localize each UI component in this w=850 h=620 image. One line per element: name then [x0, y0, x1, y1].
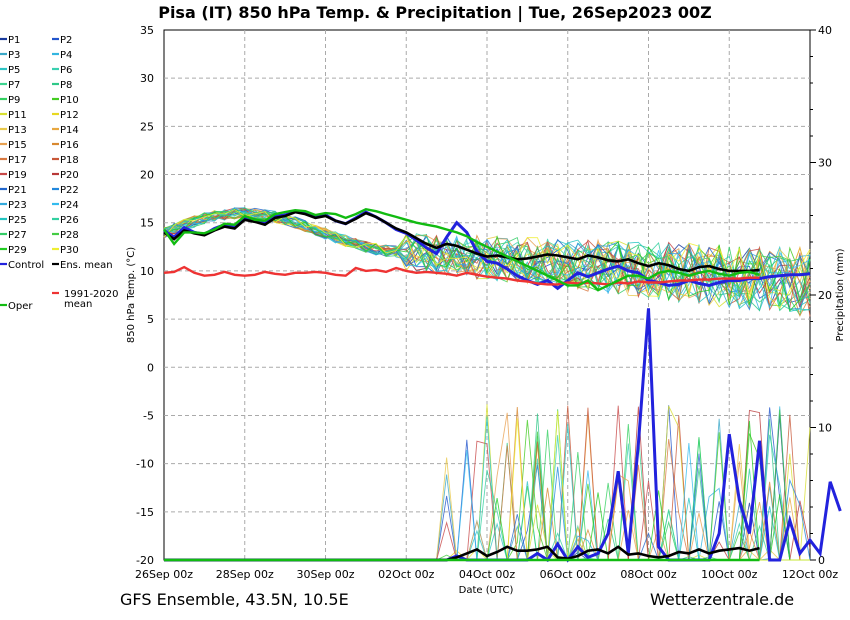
y2-axis-label: Precipitation (mm): [835, 248, 846, 341]
legend-entry: P4: [60, 50, 72, 61]
y-axis-label: 850 hPa Temp. (°C): [126, 247, 137, 343]
series-temp-line: [163, 210, 760, 273]
y-tick-label: 0: [147, 361, 154, 374]
y-tick-label: 25: [140, 120, 154, 133]
legend-entry: P21: [8, 185, 27, 196]
member-temp-line: [163, 207, 811, 309]
x-axis-ticks: 26Sep 00z 28Sep 00z 30Sep 00z 02Oct 00z 04Oc…: [135, 568, 838, 581]
legend-entry: P7: [8, 80, 20, 91]
series-temp-line: [163, 207, 760, 292]
legend-entry: P1: [8, 35, 20, 46]
y2-tick-label: 40: [818, 24, 832, 37]
y-tick-label: 5: [147, 313, 154, 326]
y2-tick-label: 10: [818, 422, 832, 435]
legend-entry: P19: [8, 170, 27, 181]
x-tick-label: 28Sep 00z: [216, 568, 274, 581]
legend-entry: P18: [60, 155, 79, 166]
legend-entry: P30: [60, 245, 79, 256]
legend-entry: P17: [8, 155, 27, 166]
legend: P1 P2 P3 P4 P5 P6 P7 P8 P9 P10 P11 P12 P13 P14 P15 P16 P…: [0, 35, 119, 312]
legend-entry: P10: [60, 95, 79, 106]
x-tick-label: 08Oct 00z: [620, 568, 677, 581]
y2-axis-ticks: 40 30 20 10 0: [810, 24, 832, 567]
y-tick-label: -15: [136, 506, 154, 519]
legend-entry: Control: [8, 260, 44, 271]
x-tick-label: 12Oct 00z: [782, 568, 839, 581]
legend-entry: P24: [60, 200, 79, 211]
member-temp-line: [163, 212, 811, 304]
y-tick-label: 15: [140, 217, 154, 230]
legend-entry: Ens. mean: [60, 260, 113, 271]
x-tick-label: 06Oct 00z: [540, 568, 597, 581]
legend-entry: P11: [8, 110, 27, 121]
legend-entry: P16: [60, 140, 79, 151]
x-tick-label: 10Oct 00z: [701, 568, 758, 581]
y-tick-label: -20: [136, 554, 154, 567]
x-tick-label: 30Sep 00z: [297, 568, 355, 581]
y2-tick-label: 20: [818, 289, 832, 302]
footer-model: GFS Ensemble, 43.5N, 10.5E: [120, 590, 349, 609]
legend-entry: P2: [60, 35, 72, 46]
member-temp-line: [163, 210, 811, 312]
x-axis-label: Date (UTC): [459, 585, 514, 596]
y-tick-label: -10: [136, 458, 154, 471]
highlighted-series: [163, 207, 842, 563]
x-tick-label: 02Oct 00z: [378, 568, 435, 581]
legend-entry: P22: [60, 185, 79, 196]
legend-entry: P9: [8, 95, 20, 106]
series-temp-line: [163, 265, 760, 286]
y-tick-label: 20: [140, 169, 154, 182]
legend-entry: P8: [60, 80, 72, 91]
y-axis-ticks: 35 30 25 20 15 10 5 0 -5 -10 -15 -20: [136, 24, 154, 567]
legend-entry: P25: [8, 215, 27, 226]
y2-tick-label: 30: [818, 157, 832, 170]
x-tick-label: 26Sep 00z: [135, 568, 193, 581]
y-tick-label: 35: [140, 24, 154, 37]
legend-entry: P29: [8, 245, 27, 256]
legend-entry: P20: [60, 170, 79, 181]
legend-entry: P3: [8, 50, 20, 61]
legend-entry: Oper: [8, 301, 33, 312]
grid: [164, 30, 810, 560]
y2-tick-label: 0: [818, 554, 825, 567]
chart-title: Pisa (IT) 850 hPa Temp. & Precipitation …: [158, 3, 712, 23]
legend-entry: P23: [8, 200, 27, 211]
y-tick-label: -5: [143, 409, 154, 422]
y-tick-label: 10: [140, 265, 154, 278]
legend-entry: P6: [60, 65, 72, 76]
y-tick-label: 30: [140, 72, 154, 85]
legend-entry: P12: [60, 110, 79, 121]
legend-entry: P26: [60, 215, 79, 226]
x-tick-label: 04Oct 00z: [459, 568, 516, 581]
legend-entry: P15: [8, 140, 27, 151]
legend-entry: P27: [8, 230, 27, 241]
legend-entry: P14: [60, 125, 79, 136]
legend-entry: P28: [60, 230, 79, 241]
footer-source: Wetterzentrale.de: [650, 590, 794, 609]
legend-entry: P13: [8, 125, 27, 136]
legend-entry: P5: [8, 65, 20, 76]
legend-entry: 1991-2020 mean: [64, 289, 119, 310]
